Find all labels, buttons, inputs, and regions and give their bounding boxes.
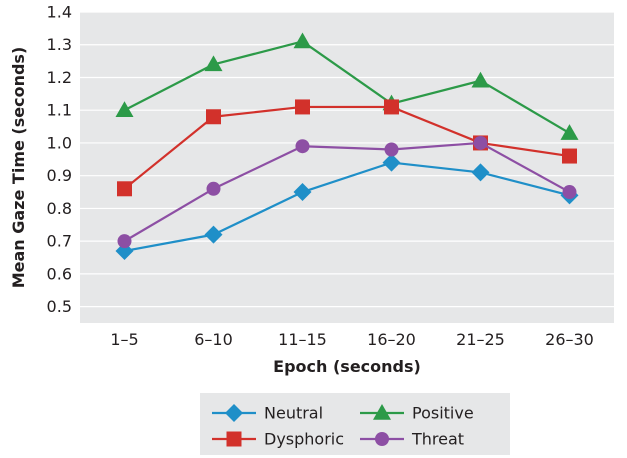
x-tick-label: 1–5 xyxy=(110,330,138,349)
y-axis-title: Mean Gaze Time (seconds) xyxy=(9,47,28,289)
data-point-dysphoric xyxy=(206,109,221,125)
data-point-positive xyxy=(115,101,134,117)
data-point-dysphoric xyxy=(384,99,399,115)
plot-area xyxy=(80,12,614,323)
legend-label-threat: Threat xyxy=(411,430,464,449)
x-tick-label: 26–30 xyxy=(545,330,594,349)
y-tick-label: 1.3 xyxy=(47,35,72,54)
data-point-positive xyxy=(293,32,312,49)
data-point-dysphoric xyxy=(117,181,132,197)
data-point-threat xyxy=(473,135,488,150)
x-tick-label: 6–10 xyxy=(194,330,233,349)
y-tick-label: 0.8 xyxy=(47,199,72,218)
series-positive xyxy=(115,32,579,140)
y-tick-label: 0.5 xyxy=(47,297,72,316)
legend-items: Neutral Dysphoric Positive Threat xyxy=(212,404,474,449)
y-tick-label: 1.0 xyxy=(47,133,72,152)
data-point-threat xyxy=(295,139,310,154)
data-point-neutral xyxy=(204,225,223,244)
series-line-neutral xyxy=(124,161,570,253)
data-point-neutral xyxy=(382,153,401,172)
data-point-neutral xyxy=(293,183,312,202)
data-point-positive xyxy=(560,124,579,140)
legend: Neutral Dysphoric Positive Threat xyxy=(200,393,510,455)
y-tick-label: 0.7 xyxy=(47,232,72,251)
x-axis-tick-labels: 1–5 6–10 11–15 16–20 21–25 26–30 xyxy=(110,330,594,349)
x-tick-label: 16–20 xyxy=(367,330,416,349)
series-dysphoric xyxy=(117,99,577,197)
series-layer xyxy=(115,32,579,260)
data-point-threat xyxy=(206,181,221,196)
legend-item-threat: Threat xyxy=(360,430,464,449)
series-neutral xyxy=(115,153,579,260)
y-axis-tick-labels: 0.5 0.6 0.7 0.8 0.9 1.0 1.1 1.2 1.3 1.4 xyxy=(47,3,72,317)
x-axis-title: Epoch (seconds) xyxy=(273,357,421,376)
data-point-dysphoric xyxy=(295,99,310,115)
series-line-dysphoric xyxy=(123,105,570,190)
legend-marker-neutral xyxy=(225,404,243,422)
legend-marker-threat xyxy=(375,432,389,446)
series-threat xyxy=(117,135,577,249)
data-point-positive xyxy=(204,55,223,72)
legend-item-positive: Positive xyxy=(360,404,474,423)
y-tick-label: 0.6 xyxy=(47,264,72,283)
x-tick-label: 11–15 xyxy=(278,330,327,349)
legend-background xyxy=(200,393,510,455)
y-tick-label: 0.9 xyxy=(47,166,72,185)
legend-item-neutral: Neutral xyxy=(212,404,323,423)
x-tick-label: 21–25 xyxy=(456,330,505,349)
series-line-threat xyxy=(123,141,571,243)
legend-label-dysphoric: Dysphoric xyxy=(264,430,344,449)
y-tick-label: 1.2 xyxy=(47,68,72,87)
data-point-positive xyxy=(471,71,490,88)
legend-label-neutral: Neutral xyxy=(264,404,323,423)
data-point-neutral xyxy=(471,163,490,182)
legend-marker-positive xyxy=(373,404,391,420)
y-tick-label: 1.1 xyxy=(47,101,72,120)
legend-item-dysphoric: Dysphoric xyxy=(212,430,344,449)
series-line-positive xyxy=(123,40,571,135)
data-point-dysphoric xyxy=(562,148,577,164)
legend-marker-dysphoric xyxy=(226,431,242,447)
data-point-threat xyxy=(384,142,399,157)
y-tick-label: 1.4 xyxy=(47,3,72,22)
data-point-threat xyxy=(117,234,132,249)
gridlines xyxy=(80,11,614,308)
legend-label-positive: Positive xyxy=(412,404,474,423)
data-point-threat xyxy=(562,185,577,200)
